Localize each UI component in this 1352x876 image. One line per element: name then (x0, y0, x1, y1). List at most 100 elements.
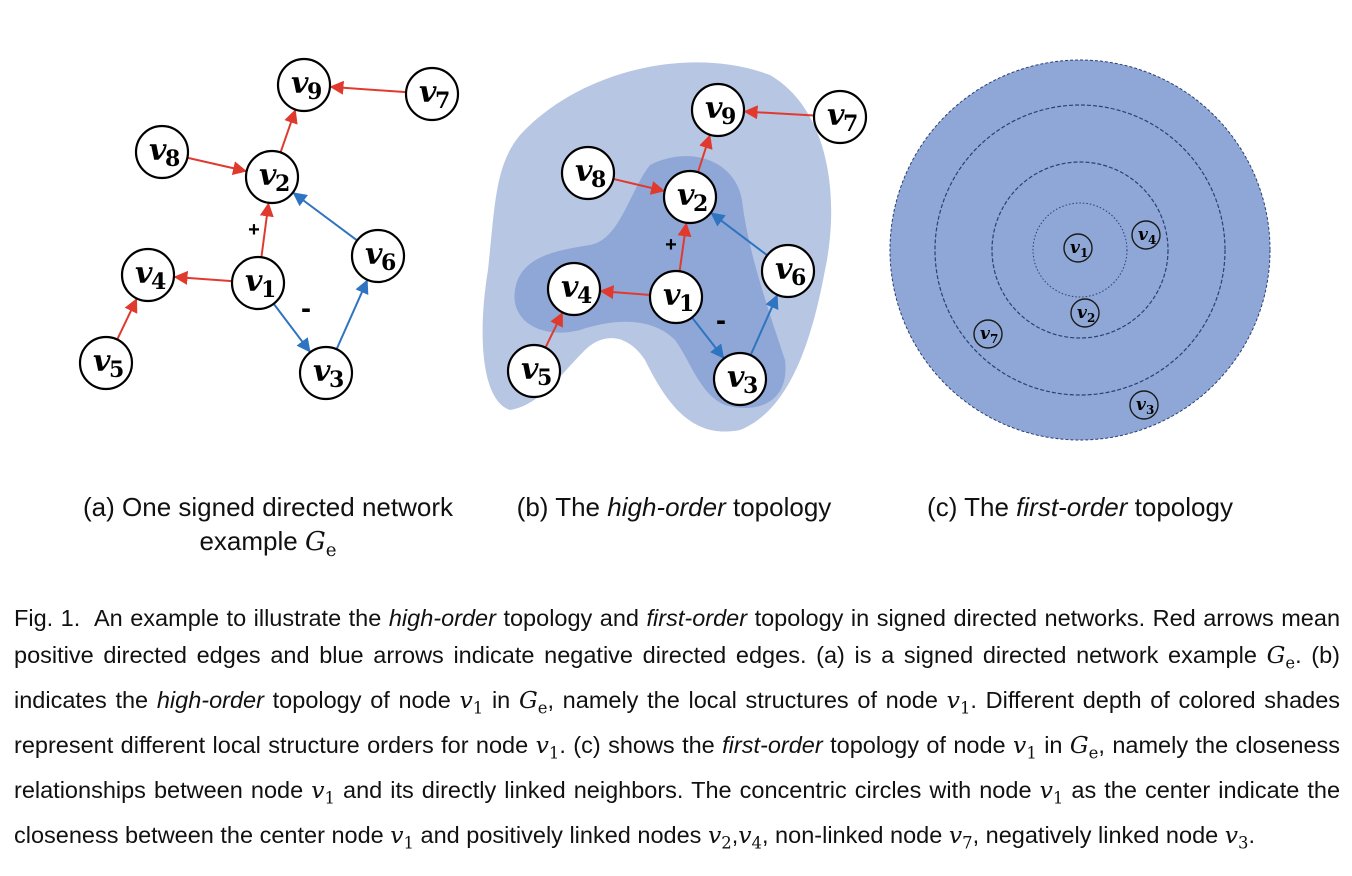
negative-edge-v3-v6 (749, 294, 779, 356)
caption-comma: , (731, 822, 739, 849)
caption-label: Fig. 1. (14, 605, 81, 631)
negative-edge-v6-v2 (292, 192, 358, 242)
math-G-e: Ge (519, 686, 548, 718)
small-node-circle (1129, 390, 1159, 420)
positive-edge-v1-v2 (259, 202, 274, 258)
node-v8: v8 (134, 124, 190, 180)
node-circle (712, 351, 768, 407)
panel-c-nodes: v 1v 4v 2v 7v 3 (973, 220, 1161, 420)
positive-edge-v5-v4 (544, 312, 564, 349)
node-v5: v5 (78, 335, 134, 391)
node-label: v (775, 252, 793, 287)
node-label-sub: 9 (721, 104, 736, 130)
node-label: v (93, 344, 111, 379)
sym-v-sub: 4 (751, 833, 762, 853)
caption-s2: Red arrows mean positive directed edges … (14, 605, 1341, 668)
node-label-sub: 3 (743, 373, 758, 399)
ring-1 (1032, 202, 1128, 298)
caption-s7d: , non-linked node (762, 822, 943, 849)
node-label: v (663, 278, 681, 313)
outer-disk (889, 59, 1271, 441)
node-circle (648, 269, 704, 325)
sym-G: G (1266, 640, 1286, 669)
node-label-sub: 4 (577, 283, 592, 309)
caption-s1a: An example to illustrate the (93, 605, 382, 631)
sym-v: v (535, 730, 549, 759)
caption-s7a: The concentric circles with node (691, 777, 1032, 804)
caption-s6b: topology of node (830, 731, 1006, 758)
ring-3 (934, 104, 1226, 396)
sym-v: v (459, 685, 473, 714)
sym-v-sub: 1 (548, 743, 560, 763)
node-circle (120, 247, 176, 303)
caption-s6e: and its directly linked neighbors. (343, 777, 684, 804)
caption-s5b: . (559, 731, 566, 758)
node-v4: v4 (120, 247, 176, 303)
node-label-sub: 6 (791, 265, 806, 291)
node-v4: v4 (546, 261, 602, 317)
positive-sign-label: + (248, 219, 260, 241)
subcaption-b-emph: high-order (607, 492, 726, 522)
node-label-sub: 1 (261, 277, 276, 303)
node-label: v (727, 360, 745, 395)
math-v7: v7 (949, 821, 973, 853)
caption-s3a: (a) is a signed directed network example (816, 641, 1257, 668)
caption-s4e: . (970, 686, 977, 713)
caption-s4-em: high-order (156, 686, 264, 713)
node-label: v (521, 352, 539, 387)
positive-edge-v2-v9 (279, 109, 298, 153)
ring-2 (991, 161, 1169, 339)
node-circle (134, 124, 190, 180)
sym-G-sub: e (1285, 653, 1296, 673)
math-v4: v4 (738, 821, 762, 853)
positive-edge-v7-v9 (329, 80, 407, 95)
positive-edge-v8-v2 (613, 177, 666, 195)
node-label-sub: 3 (329, 367, 344, 393)
positive-sign-label: + (665, 234, 677, 256)
caption-s7c: and positively linked nodes (420, 822, 702, 849)
node-v7: v7 (404, 66, 460, 122)
math-v1: v1 (311, 776, 335, 808)
math-v1: v1 (459, 685, 483, 718)
negative-sign-label: - (301, 292, 311, 325)
math-G-e: Ge (1070, 731, 1099, 763)
small-node-label-sub: 1 (1080, 246, 1088, 260)
caption-s3b: . (1295, 641, 1302, 668)
node-label-sub: 7 (435, 88, 450, 114)
small-node-circle (973, 319, 1003, 349)
positive-edge-v7-v9 (743, 105, 815, 120)
subcaption-b-suffix: topology (733, 492, 832, 522)
sym-v-sub: 2 (721, 833, 732, 853)
sym-v-sub: 1 (1026, 743, 1037, 763)
node-label: v (135, 256, 153, 291)
caption-s1b: topology and (503, 605, 640, 631)
negative-edge-v6-v2 (710, 212, 768, 257)
node-label: v (575, 154, 593, 189)
small-node-label-sub: 2 (1087, 311, 1095, 325)
math-v2: v2 (708, 821, 732, 853)
negative-edge-v1-v3 (691, 316, 725, 359)
symbol-G: G (304, 527, 326, 557)
caption-s1-em2: first-order (646, 605, 748, 631)
node-v3: v3 (298, 345, 354, 401)
sym-v: v (1224, 821, 1239, 850)
subcaption-c-prefix: (c) The (927, 492, 1009, 522)
node-circle (404, 66, 460, 122)
node-label: v (245, 264, 263, 299)
node-label: v (149, 133, 167, 168)
small-node-label: v (1138, 225, 1149, 245)
figure-caption: Fig. 1. An example to illustrate the hig… (14, 600, 1340, 862)
sym-v-sub: 1 (324, 788, 335, 808)
caption-s7f: . (1248, 822, 1256, 849)
node-circle (690, 82, 746, 138)
node-circle (546, 261, 602, 317)
node-v2: v2 (244, 149, 300, 205)
caption-s6a: (c) shows the (573, 731, 715, 758)
node-label: v (705, 91, 723, 126)
sym-v-sub: 1 (1052, 788, 1064, 808)
subcaption-a: (a) One signed directed network example … (62, 490, 474, 568)
node-label-sub: 6 (381, 250, 396, 276)
